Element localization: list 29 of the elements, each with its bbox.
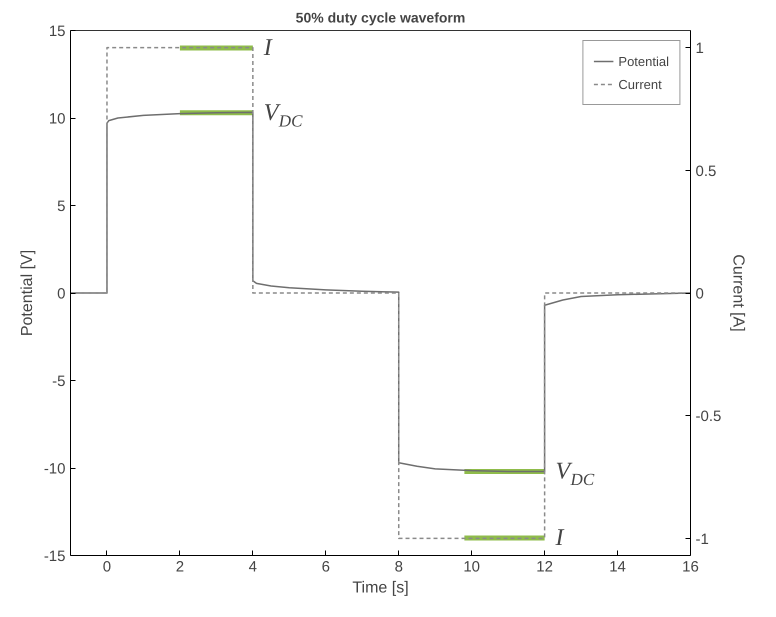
x-tick-label: 10 <box>463 558 480 576</box>
y-tick-label: -15 <box>44 548 66 565</box>
x-tick-label: 6 <box>322 558 330 576</box>
y2-tick-label: -0.5 <box>696 408 722 426</box>
y-tick-label: 0 <box>57 286 66 302</box>
y-tick-label: -10 <box>44 460 66 478</box>
y2-tick-label: 0 <box>696 286 704 302</box>
y2-tick-label: -1 <box>696 530 709 548</box>
x-tick-label: 14 <box>609 558 626 576</box>
y-tick-label: 15 <box>48 23 66 40</box>
x-tick-label: 8 <box>394 558 403 576</box>
annotation: I <box>262 35 273 61</box>
x-tick-label: 4 <box>248 558 258 576</box>
legend-label: Current <box>618 76 662 92</box>
y2-axis-title: Current [A] <box>729 254 746 332</box>
y-tick-label: 10 <box>48 110 66 128</box>
y-tick-label: -5 <box>52 373 66 390</box>
x-tick-label: 16 <box>682 558 699 576</box>
chart-title: 50% duty cycle waveform <box>296 10 466 26</box>
y2-tick-label: 0.5 <box>696 162 716 180</box>
annotation: I <box>554 525 565 551</box>
legend-label: Potential <box>618 54 669 68</box>
y2-tick-label: 1 <box>696 40 704 58</box>
y-tick-label: 5 <box>57 198 66 215</box>
x-tick-label: 12 <box>536 558 553 576</box>
x-tick-label: 2 <box>176 558 184 576</box>
y-axis-title: Potential [V] <box>18 250 36 336</box>
x-tick-label: 0 <box>102 558 112 576</box>
x-axis-title: Time [s] <box>352 580 409 596</box>
